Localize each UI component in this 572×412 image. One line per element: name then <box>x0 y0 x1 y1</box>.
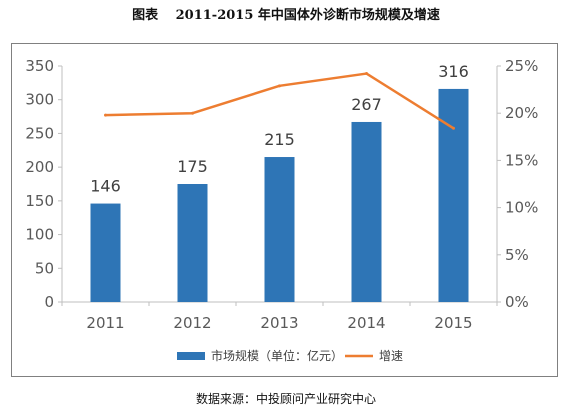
y-left-tick-label: 50 <box>35 259 54 277</box>
bar-data-label: 267 <box>351 95 382 114</box>
legend-bar-swatch <box>177 352 205 360</box>
legend-bar-label: 市场规模（单位：亿元） <box>211 348 343 363</box>
y-right-tick-label: 20% <box>505 104 538 122</box>
y-left-tick-label: 150 <box>25 192 54 210</box>
y-left-tick-label: 100 <box>25 226 54 244</box>
bar-data-label: 175 <box>177 157 208 176</box>
bar-2015 <box>438 88 469 302</box>
y-left-tick-label: 300 <box>25 91 54 109</box>
bar-2012 <box>177 184 208 302</box>
growth-line <box>105 72 455 130</box>
y-right-tick-label: 5% <box>505 246 529 264</box>
growth-point-2013 <box>278 84 281 88</box>
y-left-tick-label: 250 <box>25 124 54 142</box>
x-tick-label: 2011 <box>86 314 124 332</box>
bar-data-label: 146 <box>90 177 121 196</box>
y-right-tick-label: 15% <box>505 151 538 169</box>
y-right-tick-label: 25% <box>505 57 538 75</box>
chart-source: 数据来源：中投顾问产业研究中心 <box>195 392 376 406</box>
growth-point-2012 <box>191 111 194 115</box>
growth-point-2014 <box>365 72 368 76</box>
x-tick-label: 2015 <box>434 314 472 332</box>
y-right-tick-label: 0% <box>505 293 529 311</box>
bar-2013 <box>264 157 295 302</box>
y-left-tick-label: 200 <box>25 158 54 176</box>
y-right-tick-label: 10% <box>505 199 538 217</box>
x-tick-label: 2012 <box>173 314 211 332</box>
legend-line-label: 增速 <box>379 349 403 363</box>
y-left-tick-label: 0 <box>44 293 54 311</box>
bar-data-label: 215 <box>264 130 295 149</box>
y-left-tick-label: 350 <box>25 57 54 75</box>
chart-title: 图表 2011-2015 年中国体外诊断市场规模及增速 <box>132 8 440 23</box>
x-tick-label: 2014 <box>347 314 385 332</box>
bar-data-label: 316 <box>438 62 469 81</box>
growth-point-2011 <box>104 113 107 117</box>
bar-2011 <box>90 203 121 302</box>
chart-frame: 0 50 100 150 200 250 300 350 0% 5% 10% 15% 20% 25% 146… <box>11 43 558 377</box>
combo-chart: 0 50 100 150 200 250 300 350 0% 5% 10% 15% 20% 25% 146… <box>25 57 538 363</box>
bar-2014 <box>351 121 382 302</box>
growth-point-2015 <box>452 126 455 130</box>
x-tick-label: 2013 <box>260 314 298 332</box>
